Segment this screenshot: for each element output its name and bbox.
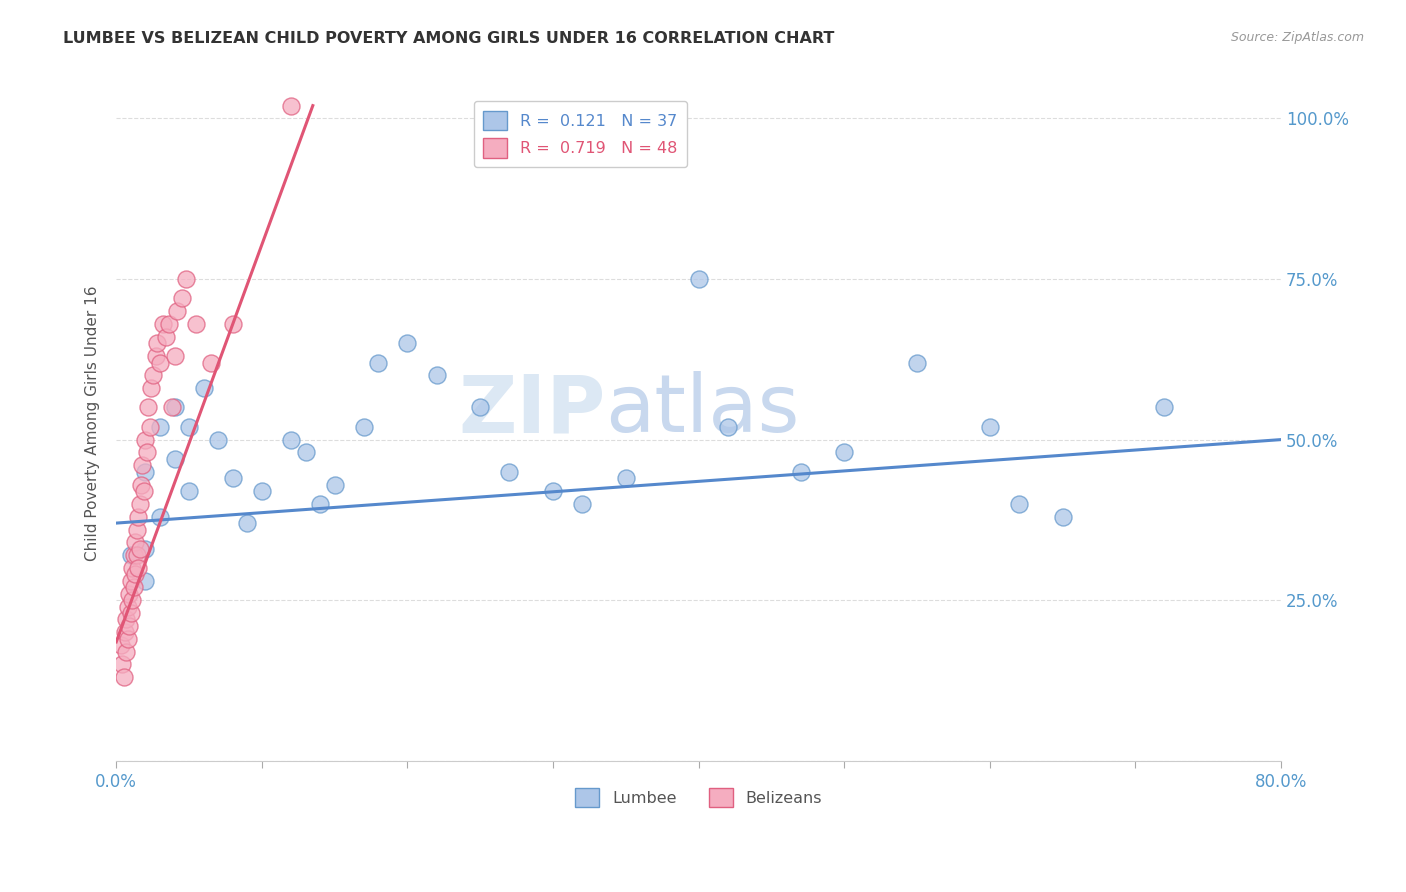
Point <box>177 419 200 434</box>
Point <box>367 355 389 369</box>
Point <box>149 355 172 369</box>
Y-axis label: Child Poverty Among Girls Under 16: Child Poverty Among Girls Under 16 <box>86 285 100 561</box>
Point <box>160 401 183 415</box>
Point <box>425 368 447 383</box>
Point <box>207 433 229 447</box>
Point <box>1008 497 1031 511</box>
Point <box>134 541 156 556</box>
Point <box>163 349 186 363</box>
Legend: Lumbee, Belizeans: Lumbee, Belizeans <box>569 781 828 814</box>
Point <box>120 574 142 588</box>
Point <box>163 451 186 466</box>
Point <box>125 548 148 562</box>
Point <box>294 445 316 459</box>
Point <box>498 465 520 479</box>
Point <box>127 509 149 524</box>
Point <box>200 355 222 369</box>
Point <box>163 401 186 415</box>
Point <box>280 433 302 447</box>
Point <box>115 612 138 626</box>
Point <box>149 419 172 434</box>
Point <box>571 497 593 511</box>
Point <box>129 477 152 491</box>
Point <box>124 567 146 582</box>
Point <box>142 368 165 383</box>
Point <box>236 516 259 530</box>
Point <box>323 477 346 491</box>
Point <box>541 483 564 498</box>
Point <box>114 625 136 640</box>
Point <box>135 445 157 459</box>
Point <box>122 548 145 562</box>
Point <box>222 471 245 485</box>
Point <box>152 317 174 331</box>
Point <box>127 561 149 575</box>
Point <box>117 599 139 614</box>
Point <box>470 401 492 415</box>
Point <box>193 381 215 395</box>
Point <box>139 419 162 434</box>
Point <box>145 349 167 363</box>
Point <box>166 304 188 318</box>
Point <box>1153 401 1175 415</box>
Point <box>117 632 139 646</box>
Point <box>124 535 146 549</box>
Point <box>280 98 302 112</box>
Point <box>134 465 156 479</box>
Point <box>115 644 138 658</box>
Point <box>614 471 637 485</box>
Point <box>789 465 811 479</box>
Point <box>174 272 197 286</box>
Point <box>141 381 163 395</box>
Point <box>120 606 142 620</box>
Point <box>118 587 141 601</box>
Point <box>222 317 245 331</box>
Point <box>110 638 132 652</box>
Point <box>121 593 143 607</box>
Point <box>688 272 710 286</box>
Point <box>1052 509 1074 524</box>
Point <box>111 657 134 672</box>
Point <box>134 433 156 447</box>
Point <box>120 548 142 562</box>
Point <box>132 483 155 498</box>
Text: atlas: atlas <box>606 371 800 449</box>
Point <box>186 317 208 331</box>
Point <box>125 523 148 537</box>
Point <box>157 317 180 331</box>
Point <box>131 458 153 473</box>
Point <box>121 561 143 575</box>
Point <box>146 336 169 351</box>
Point <box>905 355 928 369</box>
Point <box>396 336 419 351</box>
Point <box>128 497 150 511</box>
Point <box>353 419 375 434</box>
Point <box>134 574 156 588</box>
Text: LUMBEE VS BELIZEAN CHILD POVERTY AMONG GIRLS UNDER 16 CORRELATION CHART: LUMBEE VS BELIZEAN CHILD POVERTY AMONG G… <box>63 31 835 46</box>
Text: Source: ZipAtlas.com: Source: ZipAtlas.com <box>1230 31 1364 45</box>
Point <box>250 483 273 498</box>
Point <box>149 509 172 524</box>
Point <box>155 330 177 344</box>
Point <box>979 419 1001 434</box>
Point <box>128 541 150 556</box>
Point <box>136 401 159 415</box>
Point <box>177 483 200 498</box>
Point <box>122 580 145 594</box>
Point <box>112 670 135 684</box>
Point <box>170 291 193 305</box>
Point <box>118 619 141 633</box>
Text: ZIP: ZIP <box>458 371 606 449</box>
Point <box>717 419 740 434</box>
Point <box>309 497 332 511</box>
Point <box>832 445 855 459</box>
